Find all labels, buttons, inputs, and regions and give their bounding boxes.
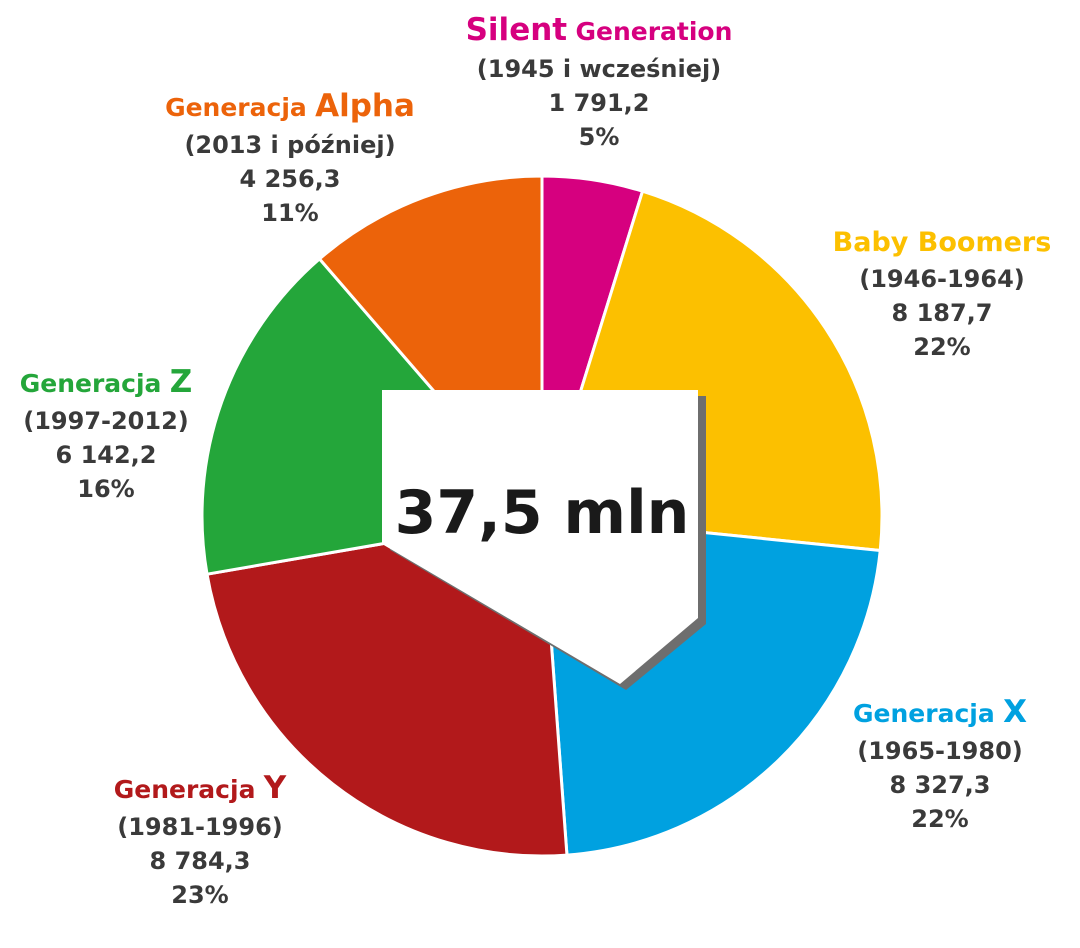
label-alpha-percent: 11% <box>261 199 319 228</box>
label-alpha-range: (2013 i później) <box>184 131 396 160</box>
label-z-value: 6 142,2 <box>55 441 157 470</box>
label-y-range: (1981-1996) <box>117 813 283 842</box>
label-generacja-y: Generacja Y (1981-1996) 8 784,3 23% <box>80 766 320 912</box>
label-z-prefix: Generacja <box>19 369 162 398</box>
label-baby-boomers: Baby Boomers (1946-1964) 8 187,7 22% <box>812 224 1072 365</box>
label-y-value: 8 784,3 <box>149 847 251 876</box>
label-y-main: Y <box>263 770 287 806</box>
label-silent-suffix: Generation <box>575 17 733 46</box>
label-silent-prefix: Silent <box>465 12 568 48</box>
label-x-main: X <box>1003 694 1027 730</box>
label-silent-range: (1945 i wcześniej) <box>476 55 722 84</box>
center-badge <box>382 390 706 690</box>
label-generacja-alpha: Generacja Alpha (2013 i później) 4 256,3… <box>140 84 440 230</box>
center-total: 37,5 mln <box>394 478 690 548</box>
label-x-range: (1965-1980) <box>857 737 1023 766</box>
label-boomers-percent: 22% <box>913 333 971 362</box>
label-silent-value: 1 791,2 <box>548 89 650 118</box>
label-z-main: Z <box>169 364 193 400</box>
label-x-value: 8 327,3 <box>889 771 991 800</box>
label-generacja-z: Generacja Z (1997-2012) 6 142,2 16% <box>0 360 212 506</box>
label-z-percent: 16% <box>77 475 135 504</box>
label-boomers-range: (1946-1964) <box>859 265 1025 294</box>
label-y-percent: 23% <box>171 881 229 910</box>
label-x-prefix: Generacja <box>853 699 995 728</box>
label-y-prefix: Generacja <box>113 775 256 804</box>
label-alpha-prefix: Generacja <box>165 93 307 122</box>
label-silent-generation: Silent Generation (1945 i wcześniej) 1 7… <box>434 8 764 154</box>
label-boomers-name: Baby Boomers <box>832 227 1052 258</box>
label-alpha-main: Alpha <box>315 88 415 124</box>
label-generacja-x: Generacja X (1965-1980) 8 327,3 22% <box>820 690 1060 836</box>
label-x-percent: 22% <box>911 805 969 834</box>
label-z-range: (1997-2012) <box>23 407 189 436</box>
label-silent-percent: 5% <box>578 123 620 152</box>
label-boomers-value: 8 187,7 <box>891 299 993 328</box>
label-alpha-value: 4 256,3 <box>239 165 341 194</box>
